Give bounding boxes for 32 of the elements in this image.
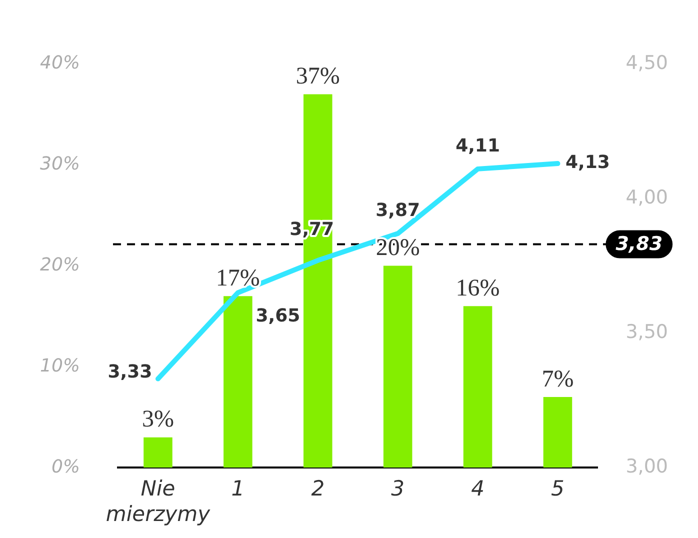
y2-tick-label: 3,00 — [626, 456, 668, 478]
y2-tick-label: 4,50 — [626, 52, 668, 74]
data-label: 3,87 — [376, 200, 420, 222]
bar — [543, 396, 572, 468]
data-label: 3% — [142, 406, 174, 433]
y-tick-label: 10% — [40, 355, 80, 376]
y-tick-label: 0% — [51, 456, 80, 478]
x-tick-label: 3 — [391, 476, 405, 501]
data-label: 7% — [542, 366, 574, 392]
data-label: 3,65 — [256, 305, 300, 326]
data-label: 17% — [216, 265, 260, 292]
data-label: 20% — [376, 235, 420, 262]
x-tick-label: 2 — [311, 476, 325, 501]
data-label: 3,33 — [108, 361, 152, 382]
bar — [224, 296, 252, 468]
ref-line-label: 3,83 — [616, 233, 663, 256]
x-tick-label: Nie mierzymy — [106, 476, 211, 526]
y2-tick-label: 4,00 — [626, 186, 668, 208]
x-tick-label: 5 — [551, 476, 564, 501]
y-tick-label: 40% — [40, 52, 80, 74]
data-label: 16% — [456, 275, 500, 302]
data-label: 4,13 — [566, 152, 610, 174]
bar — [383, 266, 412, 468]
bar — [463, 306, 492, 468]
x-tick-label: 4 — [471, 476, 484, 501]
y-tick-label: 30% — [40, 154, 80, 175]
data-label: 4,11 — [456, 136, 500, 157]
y-tick-label: 20% — [40, 254, 80, 276]
y2-tick-label: 3,50 — [626, 321, 668, 344]
data-label: 37% — [296, 64, 340, 90]
bar — [144, 437, 172, 468]
x-tick-label: 1 — [231, 476, 245, 501]
